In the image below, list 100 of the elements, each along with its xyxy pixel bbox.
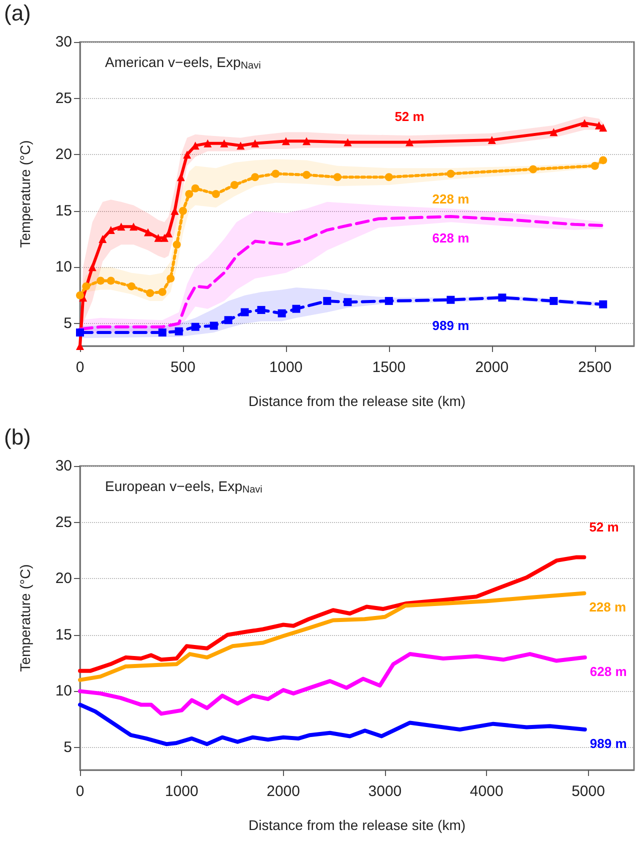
point	[172, 240, 181, 249]
point	[488, 136, 496, 144]
point	[384, 296, 393, 305]
series-label: 989 m	[432, 318, 470, 333]
point	[446, 170, 455, 178]
point	[127, 282, 136, 290]
point	[146, 289, 154, 298]
point	[117, 222, 126, 231]
point	[292, 304, 300, 313]
point	[599, 124, 608, 132]
point	[76, 328, 84, 336]
line-series	[78, 591, 586, 682]
y-tick-label: 30	[55, 34, 72, 50]
y-tick-label: 15	[55, 626, 72, 644]
point	[224, 316, 232, 324]
x-tick-label: 500	[170, 359, 196, 376]
y-tick-label: 25	[55, 90, 72, 107]
series-label: 228 m	[589, 600, 626, 615]
point	[550, 296, 558, 305]
y-tick-label: 15	[55, 202, 72, 220]
point	[174, 327, 183, 336]
point	[220, 139, 228, 148]
x-tick-label: 1000	[164, 783, 198, 800]
x-tick-label: 2000	[266, 783, 300, 800]
point	[272, 170, 280, 178]
point	[384, 173, 393, 182]
point	[76, 291, 84, 300]
x-tick-label: 0	[76, 359, 84, 376]
x-tick-label: 0	[76, 783, 84, 800]
point	[144, 228, 152, 236]
point	[302, 170, 311, 179]
y-tick-label: 5	[64, 314, 72, 332]
point	[88, 263, 96, 272]
y-axis-title: Temperature (°C)	[17, 140, 33, 248]
point	[166, 274, 175, 282]
point	[191, 322, 200, 331]
point	[212, 190, 220, 198]
y-tick-label: 10	[55, 258, 72, 276]
point	[176, 173, 185, 182]
point	[550, 128, 558, 136]
point	[98, 235, 107, 244]
point	[498, 294, 506, 302]
point	[204, 139, 212, 148]
point	[529, 165, 538, 174]
point	[191, 184, 200, 192]
y-tick-label: 5	[64, 738, 72, 756]
point	[158, 288, 166, 296]
point	[178, 206, 187, 215]
point	[323, 296, 332, 305]
point	[251, 139, 260, 148]
y-tick-label: 10	[55, 682, 72, 700]
point	[580, 119, 589, 128]
point	[82, 282, 90, 290]
line-series	[78, 652, 587, 716]
point	[344, 138, 352, 146]
point	[236, 142, 245, 150]
point	[599, 156, 608, 164]
point	[590, 162, 599, 170]
text: (b)	[4, 424, 31, 450]
series-label: 628 m	[590, 664, 627, 679]
x-tick-label: 2000	[475, 359, 509, 376]
point	[130, 222, 138, 231]
point	[240, 308, 249, 316]
point	[406, 138, 414, 146]
y-tick-label: 30	[55, 458, 72, 474]
point	[160, 234, 168, 242]
point	[257, 306, 266, 314]
point	[154, 234, 162, 242]
series-label: 52 m	[589, 520, 619, 535]
series-label: 52 m	[394, 109, 424, 124]
point	[251, 173, 260, 182]
point	[183, 150, 192, 159]
x-tick-label: 2500	[578, 359, 612, 376]
x-tick-label: 1000	[269, 359, 303, 376]
x-tick-label: 5000	[572, 783, 605, 800]
point	[106, 276, 115, 285]
point	[278, 309, 286, 318]
x-tick-label: 4000	[470, 783, 504, 800]
x-tick-label: 3000	[368, 783, 402, 800]
point	[185, 190, 194, 198]
x-axis-title: Distance from the release site (km)	[248, 817, 466, 833]
y-tick-label: 20	[55, 570, 72, 588]
series-label: 228 m	[432, 192, 470, 207]
point	[599, 300, 608, 308]
point	[96, 276, 105, 285]
text: (a)	[4, 0, 31, 26]
point	[210, 322, 218, 330]
point	[282, 137, 290, 146]
series-label: 989 m	[590, 736, 627, 751]
line-series	[78, 702, 587, 746]
point	[158, 328, 166, 336]
y-axis-title: Temperature (°C)	[17, 564, 33, 672]
point	[344, 298, 352, 306]
point	[333, 173, 342, 182]
y-tick-label: 20	[55, 146, 72, 164]
series-label: 628 m	[432, 230, 470, 246]
line-series	[78, 555, 586, 673]
x-axis-title: Distance from the release site (km)	[248, 393, 466, 409]
point	[302, 137, 311, 146]
point	[230, 180, 238, 189]
